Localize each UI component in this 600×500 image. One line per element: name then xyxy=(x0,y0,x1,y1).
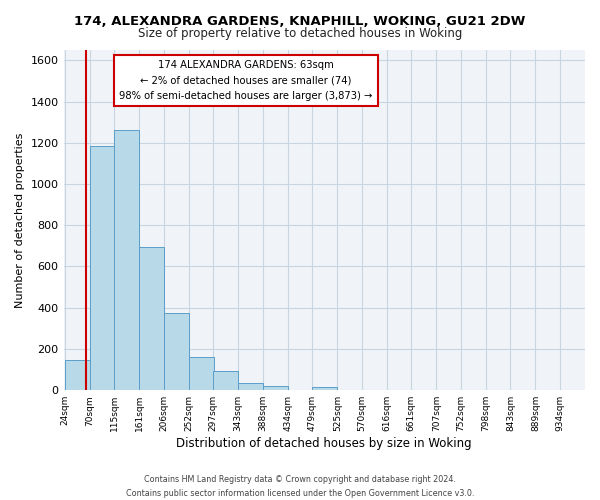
Text: 174, ALEXANDRA GARDENS, KNAPHILL, WOKING, GU21 2DW: 174, ALEXANDRA GARDENS, KNAPHILL, WOKING… xyxy=(74,15,526,28)
Y-axis label: Number of detached properties: Number of detached properties xyxy=(15,132,25,308)
Bar xyxy=(65,360,89,390)
Bar xyxy=(89,146,115,390)
Bar xyxy=(312,387,337,390)
Bar xyxy=(114,130,139,390)
Bar xyxy=(213,372,238,390)
Bar xyxy=(238,382,263,390)
Bar xyxy=(189,357,214,390)
Bar xyxy=(263,386,288,390)
Bar xyxy=(139,248,164,390)
Bar xyxy=(164,313,189,390)
X-axis label: Distribution of detached houses by size in Woking: Distribution of detached houses by size … xyxy=(176,437,472,450)
Text: Contains HM Land Registry data © Crown copyright and database right 2024.
Contai: Contains HM Land Registry data © Crown c… xyxy=(126,476,474,498)
Text: 174 ALEXANDRA GARDENS: 63sqm
← 2% of detached houses are smaller (74)
98% of sem: 174 ALEXANDRA GARDENS: 63sqm ← 2% of det… xyxy=(119,60,373,102)
Text: Size of property relative to detached houses in Woking: Size of property relative to detached ho… xyxy=(138,28,462,40)
